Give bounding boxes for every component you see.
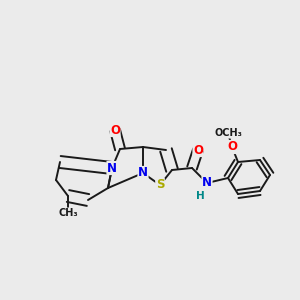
Text: H: H — [196, 191, 204, 201]
Text: N: N — [202, 176, 212, 190]
Text: OCH₃: OCH₃ — [214, 128, 242, 138]
Text: S: S — [156, 178, 164, 191]
Text: CH₃: CH₃ — [58, 208, 78, 218]
Text: O: O — [110, 124, 120, 136]
Text: N: N — [138, 167, 148, 179]
Text: O: O — [193, 143, 203, 157]
Text: O: O — [227, 140, 237, 154]
Text: N: N — [107, 161, 117, 175]
